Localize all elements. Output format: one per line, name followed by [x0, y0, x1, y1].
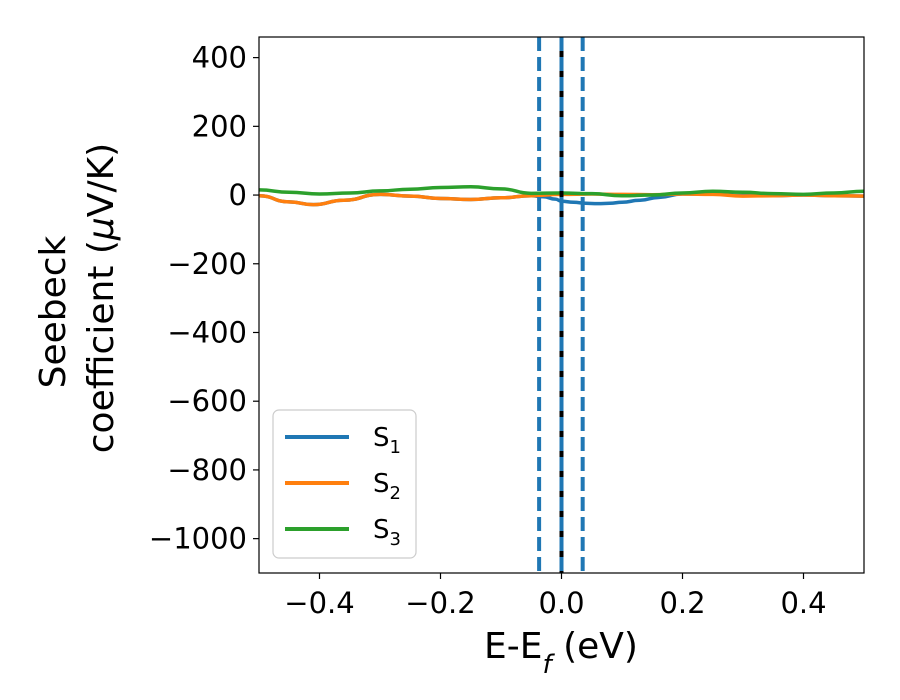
y-axis-ticks: 400 200 0 −200 −400 −600 −800 −1000 [149, 41, 259, 556]
x-tick-label: −0.4 [284, 586, 354, 620]
legend: S1 S2 S3 [272, 409, 417, 559]
y-axis-title: Seebeck coefficient (μV/K) [33, 143, 122, 453]
y-tick-label: −600 [167, 384, 247, 418]
y-tick-label: −800 [167, 453, 247, 487]
x-tick-label: 0.2 [659, 586, 705, 620]
x-axis-ticks: −0.4 −0.2 0.0 0.2 0.4 [284, 573, 827, 620]
vertical-lines-layer [537, 37, 585, 573]
x-tick-label: 0.4 [780, 586, 826, 620]
y-tick-label: 200 [192, 109, 247, 143]
legend-label-s2: S2 [373, 469, 401, 504]
legend-items: S1 S2 S3 [285, 423, 401, 550]
y-tick-label: 0 [229, 178, 247, 212]
x-tick-label: 0.0 [538, 586, 584, 620]
legend-label-s1: S1 [373, 423, 401, 458]
y-axis-title-line1: Seebeck [33, 235, 74, 388]
x-tick-label: −0.2 [405, 586, 475, 620]
x-axis-title: E-Ef (eV) [484, 626, 638, 680]
y-axis-title-line2: coefficient (μV/K) [81, 143, 122, 453]
y-tick-label: −200 [167, 247, 247, 281]
y-tick-label: 400 [192, 41, 247, 75]
y-tick-label: −400 [167, 315, 247, 349]
y-tick-label: −1000 [149, 522, 247, 556]
legend-label-s3: S3 [373, 515, 401, 550]
